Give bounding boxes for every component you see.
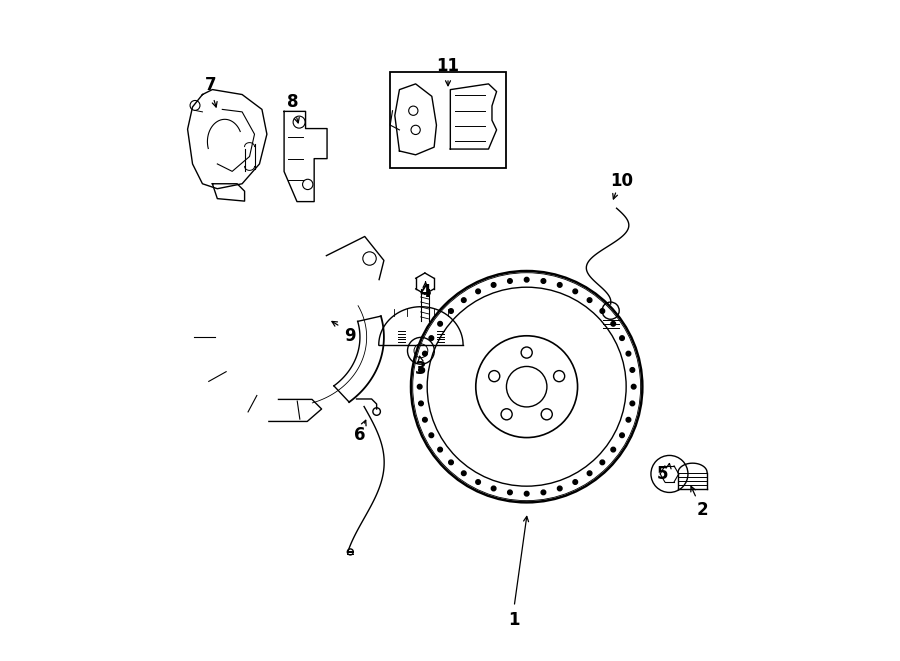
Text: 3: 3 <box>414 360 426 378</box>
Text: 8: 8 <box>287 93 299 112</box>
Circle shape <box>541 279 545 284</box>
Circle shape <box>620 433 625 438</box>
Text: 5: 5 <box>656 465 668 483</box>
Circle shape <box>437 321 443 326</box>
Text: 11: 11 <box>436 57 460 75</box>
Circle shape <box>620 336 625 340</box>
Circle shape <box>508 490 512 494</box>
Circle shape <box>600 460 605 465</box>
Circle shape <box>423 351 428 356</box>
Circle shape <box>557 283 562 288</box>
Circle shape <box>418 368 423 372</box>
Circle shape <box>462 471 466 475</box>
Circle shape <box>429 336 434 340</box>
Circle shape <box>557 486 562 490</box>
Text: 1: 1 <box>508 611 520 629</box>
Circle shape <box>600 309 605 313</box>
Text: 9: 9 <box>344 327 356 345</box>
Circle shape <box>449 460 454 465</box>
Circle shape <box>630 368 634 372</box>
Bar <box>391 73 506 169</box>
Circle shape <box>626 351 631 356</box>
Circle shape <box>541 490 545 494</box>
Circle shape <box>525 491 529 496</box>
Circle shape <box>508 279 512 284</box>
Circle shape <box>525 278 529 282</box>
Circle shape <box>632 385 636 389</box>
Circle shape <box>476 480 481 485</box>
Circle shape <box>573 480 578 485</box>
Circle shape <box>462 298 466 303</box>
Circle shape <box>491 283 496 288</box>
Circle shape <box>449 309 454 313</box>
Circle shape <box>573 289 578 293</box>
Circle shape <box>611 321 616 326</box>
Text: 10: 10 <box>610 172 634 190</box>
Text: 6: 6 <box>354 426 365 444</box>
Circle shape <box>418 401 423 406</box>
Circle shape <box>626 418 631 422</box>
Circle shape <box>418 385 422 389</box>
Circle shape <box>588 298 592 303</box>
Circle shape <box>423 418 428 422</box>
Circle shape <box>437 447 443 452</box>
Circle shape <box>491 486 496 490</box>
Circle shape <box>476 289 481 293</box>
Text: 2: 2 <box>697 501 708 520</box>
Circle shape <box>630 401 634 406</box>
Circle shape <box>588 471 592 475</box>
Text: 4: 4 <box>419 283 431 301</box>
Circle shape <box>429 433 434 438</box>
Circle shape <box>611 447 616 452</box>
Text: 7: 7 <box>205 75 217 94</box>
